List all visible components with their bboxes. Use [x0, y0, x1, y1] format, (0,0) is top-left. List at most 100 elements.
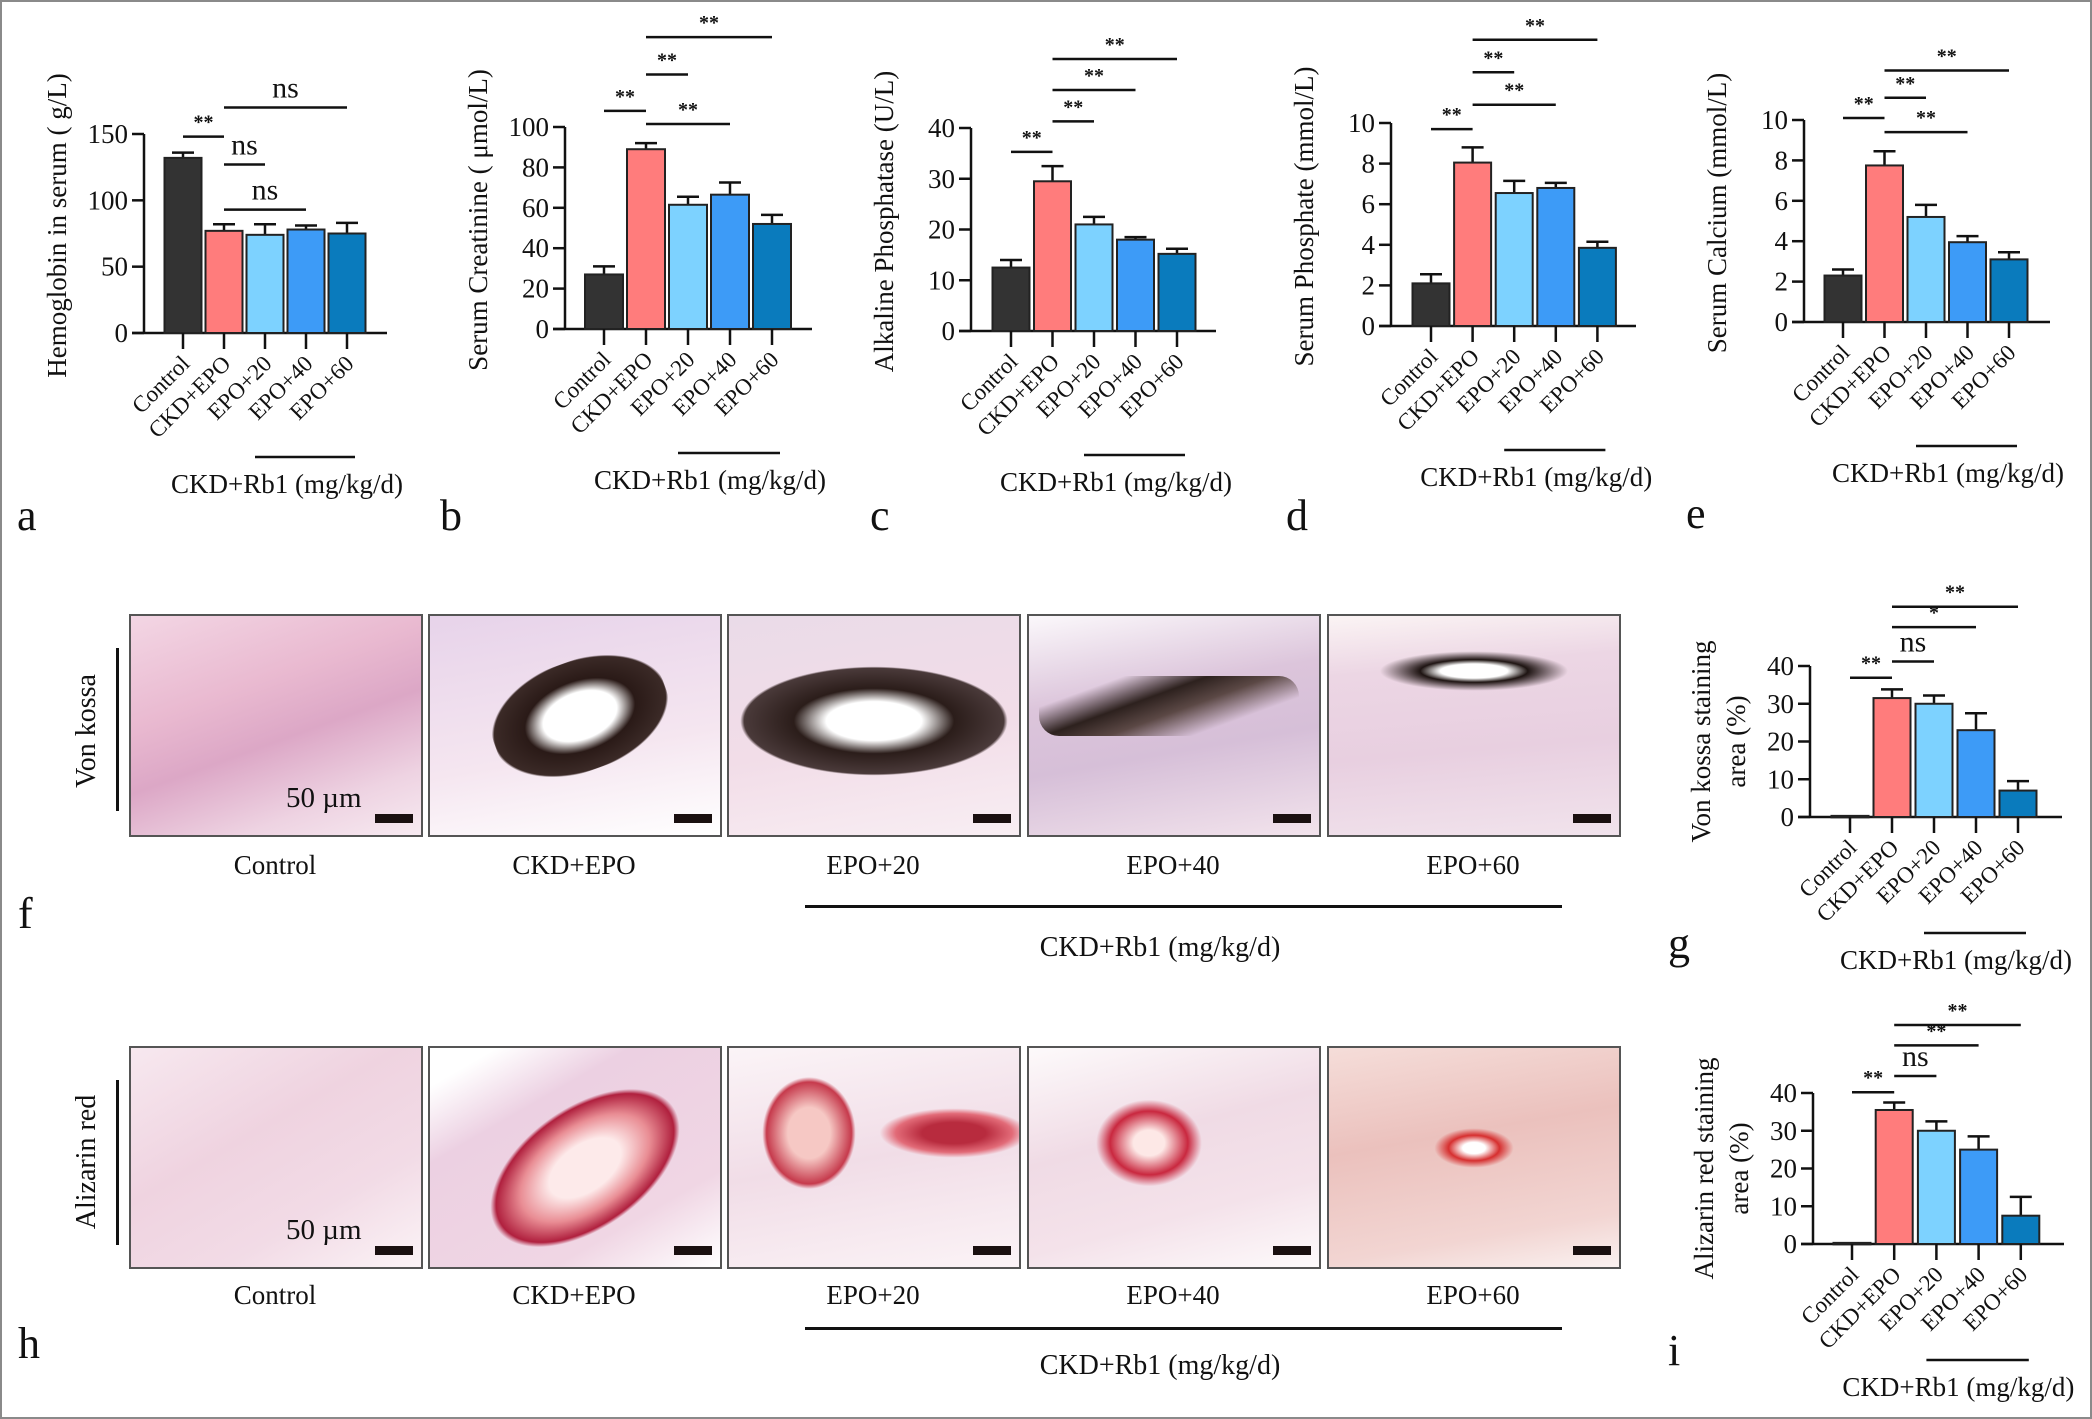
y-tick-label: 10 [1761, 105, 1788, 135]
histology-image-alizarin-epo40 [1027, 1046, 1321, 1269]
bar-epo-20 [1906, 215, 1946, 324]
y-tick-label: 50 [101, 252, 128, 282]
histology-label: CKD+EPO [512, 850, 636, 880]
y-tick-label: 20 [928, 215, 955, 245]
scale-bar [973, 814, 1011, 823]
y-tick-label: 2 [1362, 270, 1376, 300]
stain-label-alizarin-red: Alizarin red [71, 1094, 102, 1230]
panel-letter-d: d [1286, 491, 1308, 540]
significance-label: ** [1084, 65, 1104, 87]
scale-bar-label: 50 µm [286, 782, 362, 814]
significance-label: ns [252, 174, 279, 207]
y-tick-label: 6 [1775, 186, 1789, 216]
significance-label: ns [231, 129, 258, 162]
y-tick-label: 10 [928, 265, 955, 295]
significance-label: ** [1504, 80, 1524, 102]
histology-image-alizarin-epo60 [1327, 1046, 1621, 1269]
histology-image-alizarin-ckd-epo [428, 1046, 722, 1269]
histology-image-von-kossa-ckd-epo [428, 614, 722, 837]
bar-epo-20 [1494, 192, 1534, 327]
significance-label: ** [1861, 653, 1881, 675]
y-axis-label: Serum Creatinine ( μmol/L) [463, 69, 493, 371]
scale-bar-label: 50 µm [286, 1214, 362, 1246]
y-tick-label: 40 [1770, 1078, 1797, 1108]
stain-label-von-kossa: Von kossa [71, 674, 102, 788]
histology-image-alizarin-epo20 [727, 1046, 1021, 1269]
bar-control [1823, 274, 1863, 324]
histology-image-von-kossa-control: 50 µm [129, 614, 423, 837]
significance-label: ns [1900, 625, 1927, 658]
y-tick-label: 80 [522, 152, 549, 182]
y-tick-label: 4 [1775, 226, 1789, 256]
chart-panel-b: b 0 20 40 60 80 100 Serum Creatinine ( μmol/L) C… [440, 12, 826, 540]
bar-epo-60 [752, 222, 792, 331]
y-tick-label: 10 [1348, 108, 1375, 138]
group-caption: CKD+Rb1 (mg/kg/d) [1832, 458, 2064, 488]
y-axis-label: Alizarin red staining [1689, 1058, 1719, 1280]
bar-epo-40 [1536, 186, 1576, 327]
y-tick-label: 0 [115, 318, 129, 348]
y-tick-label: 40 [522, 233, 549, 263]
significance-label: ** [1483, 47, 1503, 69]
y-tick-label: 0 [1362, 311, 1376, 341]
y-tick-label: 0 [1784, 1229, 1798, 1259]
histology-label: Control [233, 850, 317, 880]
bar-ckd-epo [1872, 697, 1912, 819]
bar-control [163, 156, 203, 334]
y-tick-label: 60 [522, 193, 549, 223]
significance-label: ** [1063, 96, 1083, 118]
y-tick-label: 30 [928, 164, 955, 194]
significance-label: ** [699, 12, 719, 34]
bar-epo-60 [1998, 789, 2038, 819]
bar-epo-60 [327, 232, 367, 334]
histology-label: EPO+40 [1126, 850, 1220, 880]
y-tick-label: 4 [1362, 230, 1376, 260]
scale-bar [1273, 814, 1311, 823]
chart-panel-i: i 0 10 20 30 40 Alizarin red staining area (%) C… [1668, 1000, 2074, 1402]
y-axis-label: Serum Phosphate (mmol/L) [1289, 67, 1319, 367]
bar-epo-40 [1959, 1148, 1999, 1245]
scale-bar [375, 814, 413, 823]
group-bracket-line [805, 1327, 1562, 1330]
bar-epo-40 [710, 193, 750, 330]
bar-epo-40 [1116, 238, 1155, 332]
histology-label: CKD+EPO [512, 1280, 636, 1310]
group-bracket-line [805, 905, 1562, 908]
panel-letter-a: a [17, 491, 37, 540]
significance-label: ** [1916, 107, 1936, 129]
y-tick-label: 6 [1362, 189, 1376, 219]
significance-label: ** [1948, 1000, 1968, 1022]
y-tick-label: 10 [1767, 764, 1794, 794]
histology-label: EPO+20 [826, 850, 920, 880]
bar-ckd-epo [626, 148, 666, 330]
y-axis-label: area (%) [1724, 1122, 1754, 1214]
y-tick-label: 8 [1775, 145, 1789, 175]
bar-control [991, 266, 1031, 332]
y-tick-label: 40 [1767, 651, 1794, 681]
significance-label: ** [194, 112, 214, 134]
significance-label: ** [678, 99, 698, 121]
y-tick-label: 150 [88, 119, 129, 149]
bar-epo-20 [1074, 223, 1114, 332]
bar-ckd-epo [1453, 161, 1493, 327]
y-axis-label: Alkaline Phosphatase (U/L) [869, 71, 899, 372]
y-tick-label: 20 [1770, 1154, 1797, 1184]
significance-label: ** [615, 86, 635, 108]
y-tick-label: 30 [1767, 689, 1794, 719]
y-tick-label: 0 [942, 316, 956, 346]
scale-bar [1273, 1246, 1311, 1255]
bar-ckd-epo [1033, 180, 1072, 332]
bar-epo-60 [1989, 258, 2029, 324]
scale-bar [1573, 814, 1611, 823]
significance-label: ** [1105, 34, 1125, 56]
bar-epo-40 [1948, 241, 1987, 324]
y-tick-label: 0 [536, 314, 550, 344]
y-tick-label: 0 [1775, 307, 1789, 337]
y-axis-label: Serum Calcium (mmol/L) [1702, 73, 1732, 353]
significance-label: ** [1926, 1020, 1946, 1042]
histology-label: EPO+60 [1426, 850, 1520, 880]
bar-epo-20 [668, 203, 708, 331]
